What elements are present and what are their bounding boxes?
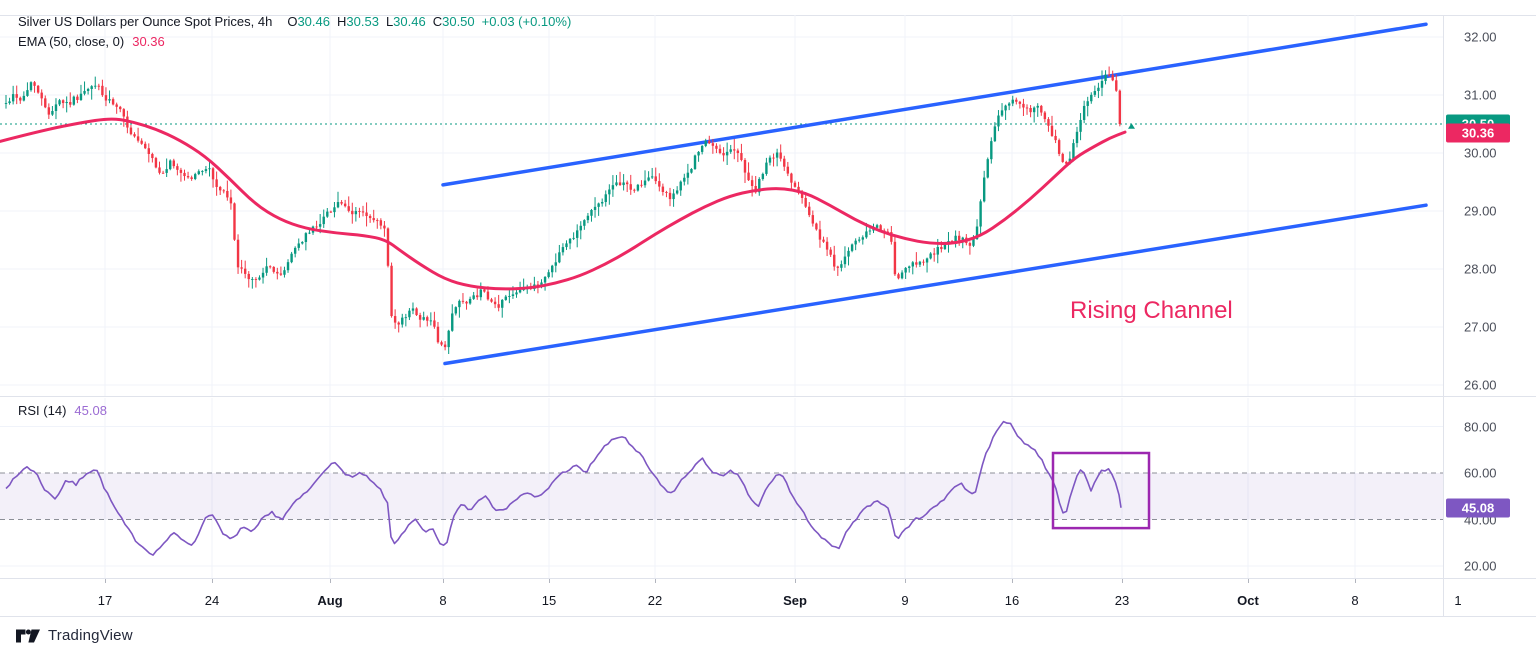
brand-name[interactable]: TradingView [48,627,133,644]
close-label: C [432,14,443,29]
time-label-16: 16 [1004,593,1020,608]
rsi-tick-20.00: 20.00 [1464,558,1497,574]
rsi-line[interactable] [5,420,1122,556]
time-tick [330,579,331,583]
price-tick-27.00: 27.00 [1464,319,1497,335]
last-close-marker-icon [1128,123,1135,129]
rsi-value-badge: 45.08 [1446,498,1510,518]
low-value: 30.46 [393,14,426,29]
time-tick [1012,579,1013,583]
time-label-17: 17 [97,593,113,608]
channel-lower-line[interactable] [443,203,1428,366]
symbol-legend: Silver US Dollars per Ounce Spot Prices,… [18,14,571,29]
time-label-8: 8 [439,593,447,608]
price-tick-29.00: 29.00 [1464,203,1497,219]
time-tick [1248,579,1249,583]
time-tick [212,579,213,583]
price-tick-28.00: 28.00 [1464,261,1497,277]
rsi-legend: RSI (14) 45.08 [18,403,107,418]
time-tick [443,579,444,583]
close-value: 30.50 [442,14,475,29]
high-value: 30.53 [346,14,379,29]
time-tick [1355,579,1356,583]
time-label-15: 15 [541,593,557,608]
ema-line[interactable] [0,117,1127,291]
price-tick-31.00: 31.00 [1464,87,1497,103]
low-label: L [385,14,394,29]
open-label: O [287,14,298,29]
price-pane-canvas[interactable] [0,15,1443,396]
time-label-Sep: Sep [783,593,807,608]
open-value: 30.46 [297,14,330,29]
price-gridlines [0,15,1443,396]
ema-label[interactable]: EMA (50, close, 0) [18,34,125,49]
chart-bottom-border [0,616,1536,617]
rising-channel-annotation[interactable]: Rising Channel [1070,297,1233,324]
time-axis-divider [0,578,1536,579]
rsi-tick-80.00: 80.00 [1464,419,1497,434]
rsi-tick-60.00: 60.00 [1464,465,1497,481]
time-label-Aug: Aug [317,593,343,608]
time-label-24: 24 [204,593,220,608]
chart-top-border [0,15,1536,16]
price-pane[interactable] [0,15,1443,401]
candlesticks [4,66,1122,355]
rsi-value: 45.08 [74,403,107,418]
time-label-8: 8 [1351,593,1359,608]
high-label: H [337,14,347,29]
ema-legend: EMA (50, close, 0) 30.36 [18,34,165,49]
time-label-23: 23 [1114,593,1130,608]
price-tick-30.00: 30.00 [1464,145,1497,161]
rsi-band [0,473,1443,520]
time-tick [905,579,906,583]
ema-price-badge: 30.36 [1446,123,1510,143]
pane-divider[interactable] [0,396,1536,397]
rsi-gridlines [0,398,1443,578]
time-tick [1122,579,1123,583]
price-tick-26.00: 26.00 [1464,377,1497,393]
channel-upper-line[interactable] [441,22,1428,187]
change-value: +0.03 (+0.10%) [481,14,572,29]
ema-value: 30.36 [132,34,165,49]
rsi-pane[interactable] [0,398,1443,583]
time-tick [795,579,796,583]
rsi-pane-canvas[interactable] [0,398,1443,578]
rsi-highlight-box[interactable] [1051,451,1151,530]
symbol-title[interactable]: Silver US Dollars per Ounce Spot Prices,… [18,14,273,29]
price-axis-divider [1443,15,1444,616]
time-label-1: 1 [1454,593,1462,608]
time-label-9: 9 [901,593,909,608]
time-tick [549,579,550,583]
time-tick [105,579,106,583]
tradingview-logo-icon[interactable] [16,627,40,644]
price-tick-32.00: 32.00 [1464,29,1497,45]
time-label-Oct: Oct [1237,593,1259,608]
time-label-22: 22 [647,593,663,608]
rsi-label[interactable]: RSI (14) [18,403,67,418]
footer: TradingView [16,627,133,644]
time-tick [655,579,656,583]
